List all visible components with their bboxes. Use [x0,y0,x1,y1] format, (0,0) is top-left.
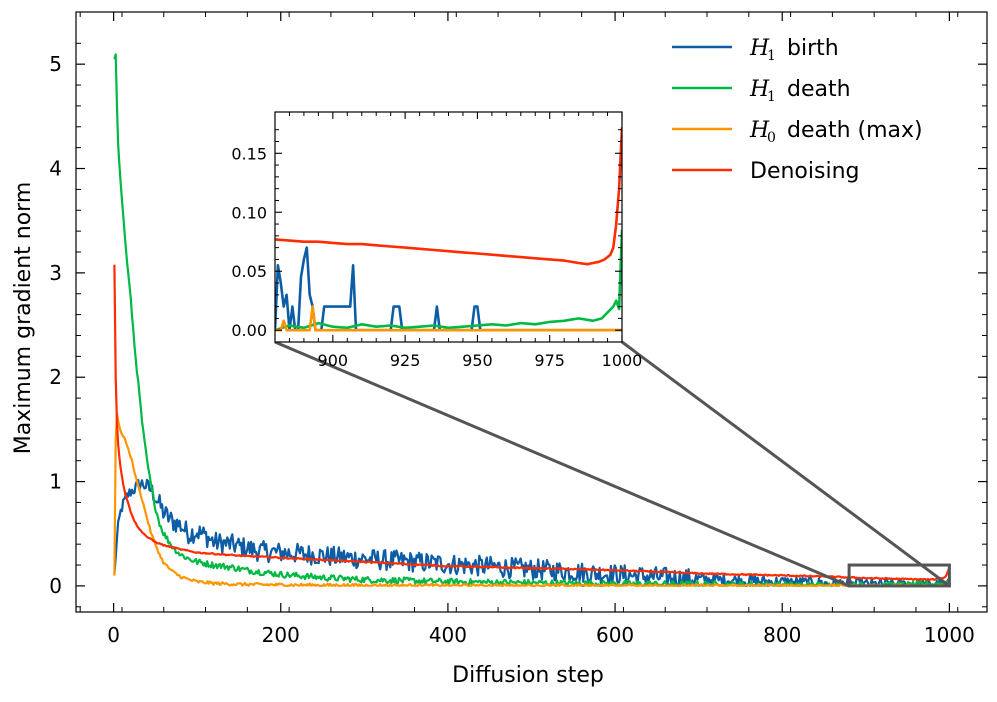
main-axes-frame [75,11,988,613]
y-tick-label: 2 [49,365,62,389]
legend-label-subscript: 1 [767,48,776,64]
legend-label: death (max) [787,118,923,143]
series-line-h1-death [113,53,951,588]
main-series-group [113,53,951,588]
legend-item: H1 death [672,77,851,105]
zoom-connector-lines [274,340,951,588]
y-tick-label: 1 [49,470,62,494]
x-tick-label: 600 [596,623,634,647]
legend-label: birth [787,36,839,61]
inset-y-tick-label: 0.10 [231,203,267,222]
legend-label-subscript: 0 [767,130,776,146]
y-tick-label: 3 [49,261,62,285]
y-axis-title: Maximum gradient norm [11,182,36,455]
inset-series-line-h1-death [275,229,622,332]
inset-background [275,112,622,342]
x-tick-label: 200 [262,623,300,647]
inset-x-tick-label: 900 [318,351,349,370]
series-line-h1-birth [113,478,951,588]
zoom-connector-right [621,340,951,588]
x-tick-label: 400 [429,623,467,647]
zoom-connector-left [274,340,850,588]
legend-item: H1 birth [672,36,839,64]
inset-series-line-h0-death-max- [275,305,622,332]
legend-item: H0 death (max) [672,118,923,146]
x-tick-label: 0 [107,623,120,647]
inset-y-tick-label: 0.15 [231,144,267,163]
legend-label: Denoising [750,159,859,184]
legend-item: Denoising [672,159,859,184]
inset-series-line-denoising [275,127,622,266]
inset-x-tick-label: 975 [534,351,565,370]
y-tick-label: 4 [49,157,62,181]
inset-plot: 900 925 950 975 1000 0.00 0.05 0.10 0.15 [231,111,643,370]
y-tick-label: 5 [49,52,62,76]
zoom-box [847,563,951,588]
main-plot: 0 200 400 600 800 1000 0 1 2 3 4 5 [49,11,988,647]
x-tick-label: 800 [763,623,801,647]
legend-label-symbol: H [749,77,770,102]
y-tick-label: 0 [49,574,62,598]
legend-label-symbol: H [749,36,770,61]
inset-y-tick-label: 0.00 [231,321,267,340]
inset-x-tick-label: 1000 [602,351,643,370]
legend-label-subscript: 1 [767,89,776,105]
legend-label: death [787,77,851,102]
inset-x-tick-label: 950 [462,351,493,370]
inset-series-group [275,127,622,332]
series-line-denoising [113,264,951,582]
legend-label-symbol: H [749,118,770,143]
x-axis-title: Diffusion step [452,663,604,688]
inset-x-tick-label: 925 [390,351,421,370]
series-line-h0-death-max- [113,412,950,588]
x-tick-label: 1000 [924,623,975,647]
inset-y-tick-label: 0.05 [231,262,267,281]
